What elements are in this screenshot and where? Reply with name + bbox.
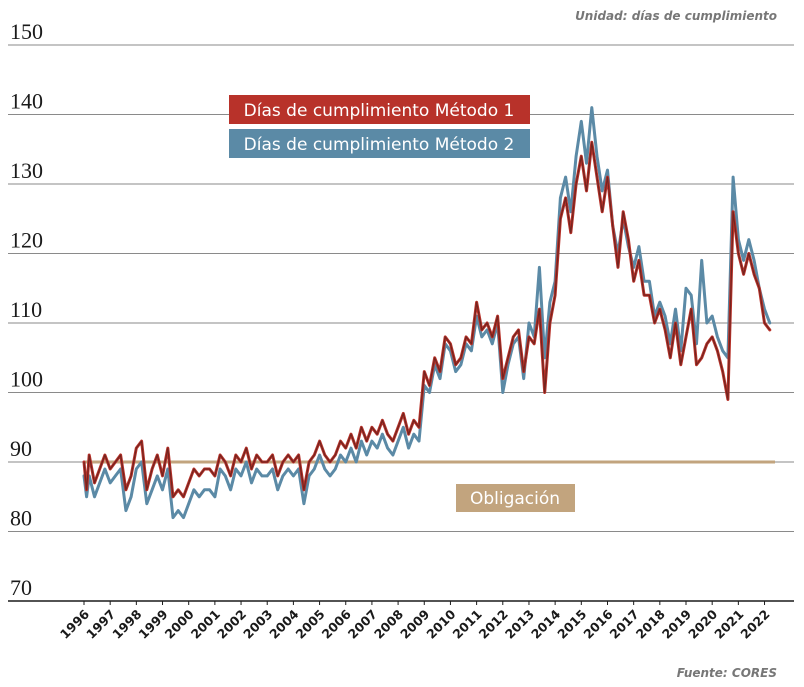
x-tick-label-2005: 2005 (292, 607, 327, 642)
legend-swatch-method-2 (229, 129, 530, 158)
x-tick-label-2019: 2019 (659, 607, 694, 642)
y-tick-label-100: 100 (10, 367, 43, 392)
x-axis-tick-labels: 1996199719981999200020012002200320042005… (57, 601, 773, 642)
x-tick-label-2018: 2018 (633, 607, 668, 642)
x-tick-label-2022: 2022 (737, 607, 772, 642)
y-tick-label-110: 110 (10, 297, 42, 322)
series-overlap-line (83, 141, 771, 498)
y-tick-label-130: 130 (10, 158, 43, 183)
x-tick-label-2021: 2021 (711, 607, 746, 642)
x-tick-label-2003: 2003 (240, 607, 275, 642)
y-tick-label-70: 70 (10, 575, 32, 600)
x-tick-label-1999: 1999 (135, 607, 170, 642)
x-tick-label-2001: 2001 (188, 607, 223, 642)
legend-label-obligation: Obligación (470, 489, 560, 509)
y-tick-label-90: 90 (10, 436, 32, 461)
legend-item-method-1: Días de cumplimiento Método 1 (229, 95, 530, 124)
y-tick-label-80: 80 (10, 506, 32, 531)
x-tick-label-2002: 2002 (214, 607, 249, 642)
x-tick-label-2012: 2012 (476, 607, 511, 642)
y-tick-label-140: 140 (10, 89, 43, 114)
x-tick-label-1998: 1998 (109, 607, 144, 642)
legend-item-obligation: Obligación (456, 484, 575, 512)
legend-item-method-2: Días de cumplimiento Método 2 (229, 129, 530, 158)
legend-swatch-obligation (456, 484, 575, 512)
legend-swatch-method-1 (229, 95, 530, 124)
series-lines (82, 106, 772, 520)
x-tick-label-2013: 2013 (502, 607, 537, 642)
x-tick-label-2015: 2015 (554, 607, 589, 642)
unit-note: Unidad: días de cumplimiento (575, 9, 777, 23)
x-tick-label-2007: 2007 (345, 607, 380, 642)
x-tick-label-2017: 2017 (607, 607, 642, 642)
legend-label-method-1: Días de cumplimiento Método 1 (244, 101, 515, 121)
y-tick-label-150: 150 (10, 19, 43, 44)
x-tick-label-2008: 2008 (371, 607, 406, 642)
x-tick-label-1997: 1997 (83, 607, 118, 642)
x-tick-label-2009: 2009 (397, 607, 432, 642)
source-note: Fuente: CORES (677, 666, 777, 680)
x-tick-label-2011: 2011 (450, 607, 485, 642)
legend-label-method-2: Días de cumplimiento Método 2 (244, 135, 515, 155)
series-line-method-2 (82, 106, 772, 520)
y-axis-tick-labels: 70 80 90 100 110 120 130 140 150 (10, 19, 43, 600)
y-tick-label-120: 120 (10, 228, 43, 253)
